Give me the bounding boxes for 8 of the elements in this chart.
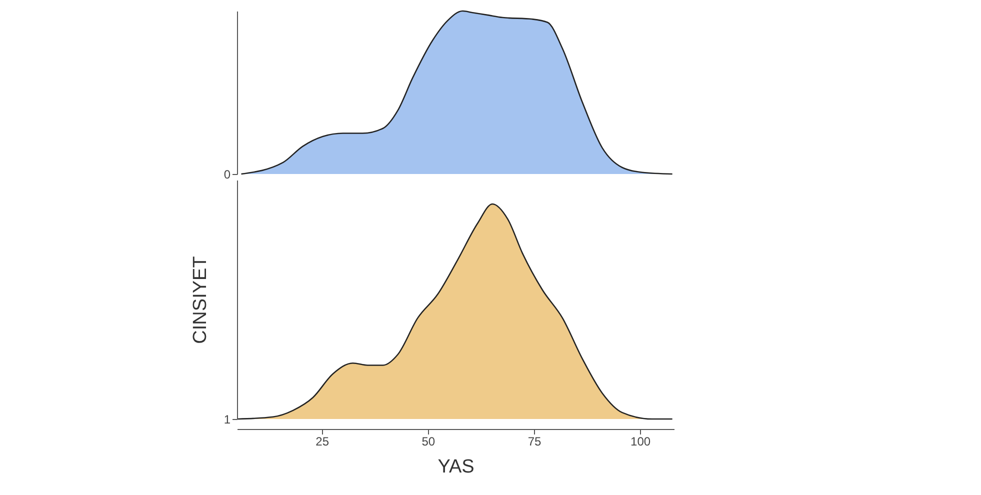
x-tick-label: 25 bbox=[316, 434, 330, 448]
series-label: 1 bbox=[224, 412, 231, 426]
x-tick-label: 75 bbox=[528, 434, 542, 448]
x-tick-label: 50 bbox=[422, 434, 436, 448]
series-label: 0 bbox=[224, 168, 231, 182]
x-tick-label: 100 bbox=[630, 434, 651, 448]
y-axis-title: CINSIYET bbox=[190, 256, 211, 344]
x-axis-title: YAS bbox=[438, 456, 474, 478]
